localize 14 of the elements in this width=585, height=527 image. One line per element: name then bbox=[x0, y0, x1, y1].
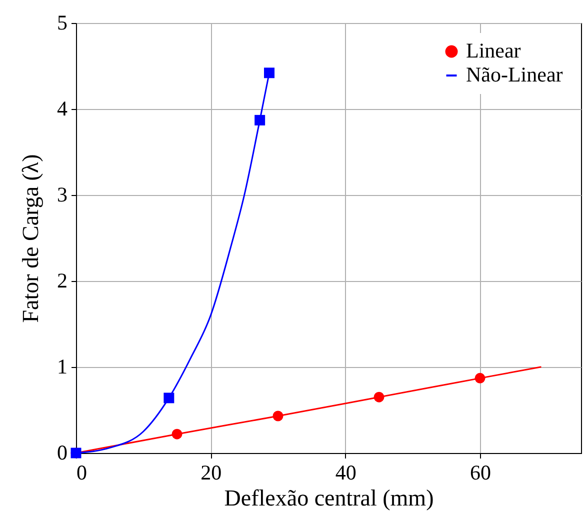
y-axis-title: Fator de Carga (λ) bbox=[18, 154, 43, 323]
x-tick-label: 0 bbox=[76, 460, 87, 484]
x-tick-label: 40 bbox=[335, 460, 356, 484]
x-axis-title: Deflexão central (mm) bbox=[224, 486, 434, 510]
legend-label: Linear bbox=[466, 38, 521, 62]
y-tick-label: 1 bbox=[57, 354, 68, 378]
y-tick-label: 5 bbox=[57, 10, 68, 34]
legend-label: Não-Linear bbox=[466, 62, 563, 86]
y-tick-label: 4 bbox=[57, 96, 68, 120]
y-tick-label: 2 bbox=[57, 268, 68, 292]
x-tick-label: 60 bbox=[470, 460, 491, 484]
y-tick-label: 3 bbox=[57, 182, 68, 206]
x-tick-label: 20 bbox=[200, 460, 222, 484]
y-tick-label: 0 bbox=[57, 440, 68, 464]
